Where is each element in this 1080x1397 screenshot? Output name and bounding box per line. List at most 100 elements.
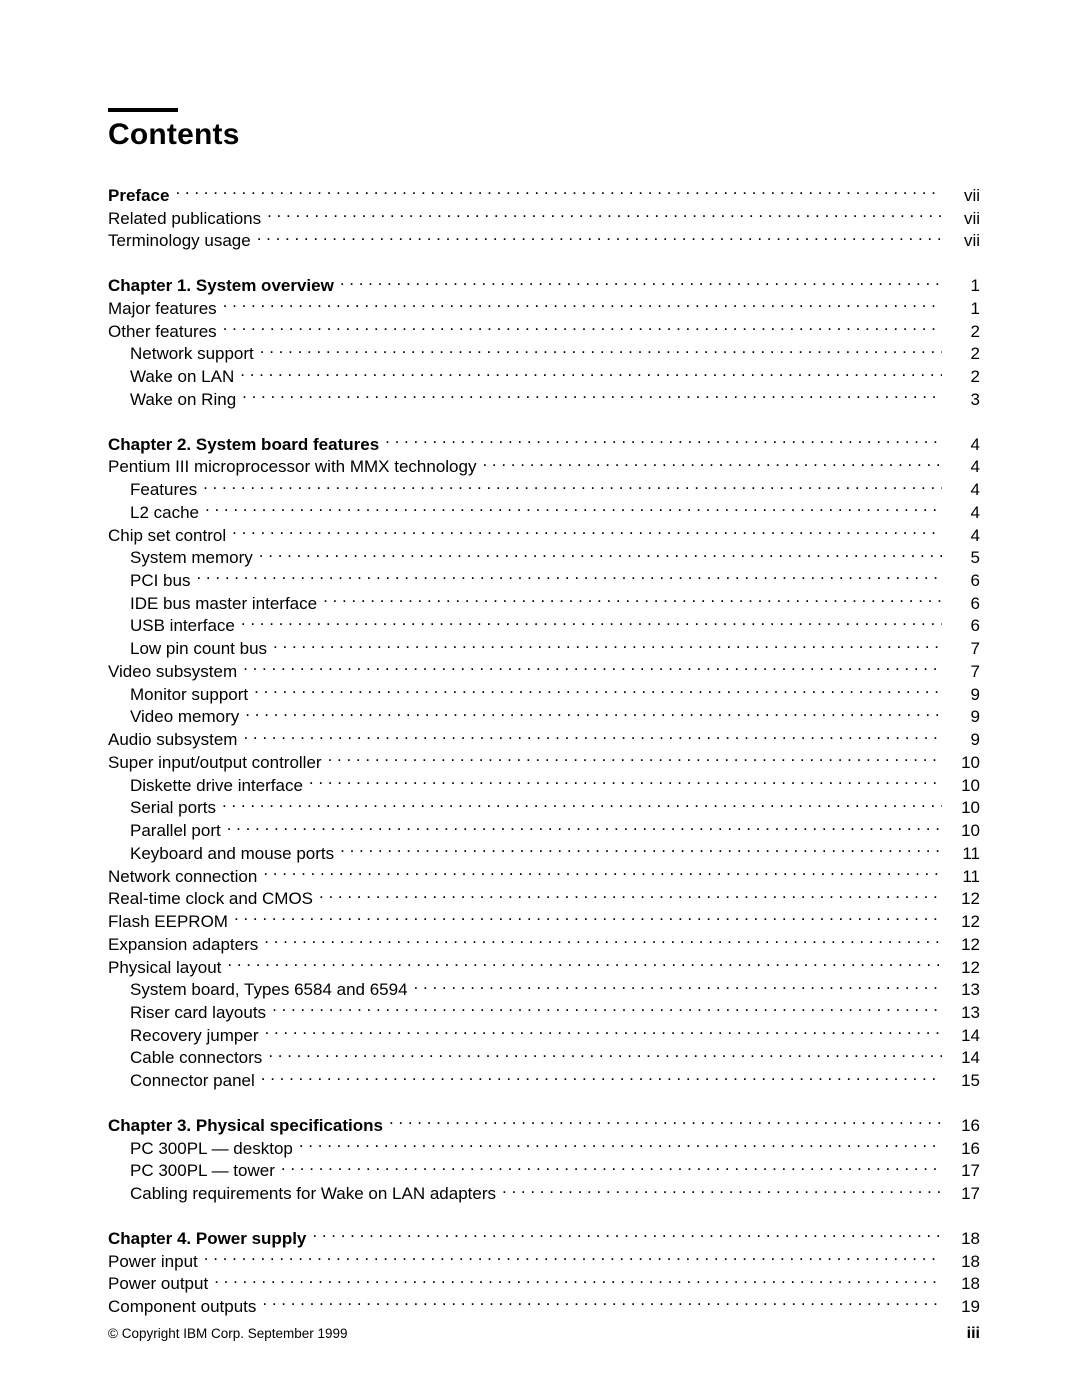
toc-entry-page: 7 <box>942 639 980 660</box>
toc-row: PC 300PL — desktop16 <box>108 1137 980 1160</box>
toc-entry-page: 19 <box>942 1297 980 1318</box>
toc-leader <box>234 910 942 927</box>
toc-row: Network support2 <box>108 342 980 365</box>
toc-row: Physical layout 12 <box>108 956 980 979</box>
toc-entry-label: Component outputs <box>108 1297 262 1318</box>
toc-leader <box>340 274 942 291</box>
toc-leader <box>328 751 942 768</box>
toc-entry-page: 11 <box>942 844 980 865</box>
toc-row: Chip set control 4 <box>108 524 980 547</box>
toc-row: Flash EEPROM12 <box>108 910 980 933</box>
toc-entry-page: 15 <box>942 1071 980 1092</box>
toc-entry-page: 18 <box>942 1229 980 1250</box>
toc-leader <box>243 728 942 745</box>
toc-entry-label: Preface <box>108 186 175 207</box>
toc-entry-label: Pentium III microprocessor with MMX tech… <box>108 457 482 478</box>
toc-leader <box>389 1114 942 1131</box>
toc-entry-label: L2 cache <box>108 503 205 524</box>
toc-leader <box>299 1137 942 1154</box>
toc-entry-label: Features <box>108 480 203 501</box>
toc-entry-page: 4 <box>942 526 980 547</box>
toc-entry-label: Other features <box>108 322 223 343</box>
toc-entry-page: 12 <box>942 935 980 956</box>
toc-entry-page: 2 <box>942 367 980 388</box>
toc-leader <box>227 956 942 973</box>
toc-entry-label: Chip set control <box>108 526 232 547</box>
toc-entry-page: 16 <box>942 1139 980 1160</box>
toc-entry-label: Audio subsystem <box>108 730 243 751</box>
toc-row: Power output18 <box>108 1272 980 1295</box>
toc-section: Chapter 2. System board features 4 Pentium… <box>108 433 980 1092</box>
toc-row: Network connection11 <box>108 865 980 888</box>
toc-leader <box>502 1182 942 1199</box>
toc-section: Chapter 3. Physical specifications16PC 3… <box>108 1114 980 1205</box>
toc-row: PC 300PL — tower17 <box>108 1159 980 1182</box>
toc-leader <box>309 774 942 791</box>
toc-entry-label: Major features <box>108 299 223 320</box>
toc-leader <box>227 819 942 836</box>
toc-row: Wake on Ring 3 <box>108 388 980 411</box>
toc-row: Monitor support9 <box>108 683 980 706</box>
toc-entry-label: Keyboard and mouse ports <box>108 844 340 865</box>
toc-entry-page: 12 <box>942 889 980 910</box>
toc-leader <box>263 865 942 882</box>
toc-entry-label: Related publications <box>108 209 267 230</box>
toc-entry-label: Physical layout <box>108 958 227 979</box>
toc-section: Preface vii Related publications vii Termino… <box>108 184 980 252</box>
toc-entry-page: 6 <box>942 616 980 637</box>
toc-leader <box>240 365 942 382</box>
toc-row: Wake on LAN2 <box>108 365 980 388</box>
toc-leader <box>264 933 942 950</box>
toc-entry-page: vii <box>942 209 980 230</box>
toc-row: Other features 2 <box>108 320 980 343</box>
toc-entry-page: 14 <box>942 1048 980 1069</box>
toc-leader <box>232 524 942 541</box>
toc-entry-page: 12 <box>942 912 980 933</box>
toc-entry-label: Chapter 2. System board features <box>108 435 385 456</box>
toc-entry-page: vii <box>942 186 980 207</box>
page: Contents Preface vii Related publications v… <box>0 0 1080 1397</box>
toc-row: Super input/output controller10 <box>108 751 980 774</box>
toc-entry-label: Chapter 1. System overview <box>108 276 340 297</box>
toc-entry-label: Parallel port <box>108 821 227 842</box>
toc-entry-label: Low pin count bus <box>108 639 273 660</box>
page-title: Contents <box>108 118 980 152</box>
toc-row: Connector panel15 <box>108 1069 980 1092</box>
toc-entry-label: Wake on Ring <box>108 390 242 411</box>
toc-leader <box>312 1227 942 1244</box>
toc-leader <box>257 229 942 246</box>
toc-row: Expansion adapters12 <box>108 933 980 956</box>
toc-entry-page: 10 <box>942 776 980 797</box>
toc-entry-label: USB interface <box>108 616 241 637</box>
title-rule <box>108 108 178 112</box>
toc-entry-page: 3 <box>942 390 980 411</box>
toc-leader <box>223 320 942 337</box>
toc-entry-page: 1 <box>942 276 980 297</box>
footer-copyright: © Copyright IBM Corp. September 1999 <box>108 1326 348 1341</box>
toc-entry-page: 10 <box>942 753 980 774</box>
toc-entry-page: 2 <box>942 344 980 365</box>
toc-entry-label: PCI bus <box>108 571 196 592</box>
toc-leader <box>175 184 942 201</box>
toc-entry-page: 14 <box>942 1026 980 1047</box>
toc-leader <box>196 569 942 586</box>
toc-entry-label: Network connection <box>108 867 263 888</box>
toc-row: L2 cache4 <box>108 501 980 524</box>
toc-entry-page: 2 <box>942 322 980 343</box>
toc-leader <box>222 796 942 813</box>
toc-entry-label: PC 300PL — tower <box>108 1161 281 1182</box>
toc-entry-page: 10 <box>942 798 980 819</box>
toc-row: Keyboard and mouse ports 11 <box>108 842 980 865</box>
toc-entry-label: Terminology usage <box>108 231 257 252</box>
toc-entry-label: Cabling requirements for Wake on LAN ada… <box>108 1184 502 1205</box>
toc-row: Parallel port10 <box>108 819 980 842</box>
toc-entry-label: Video subsystem <box>108 662 243 683</box>
toc-leader <box>319 887 942 904</box>
toc-entry-label: Recovery jumper <box>108 1026 265 1047</box>
toc-row: Serial ports10 <box>108 796 980 819</box>
toc-entry-page: 12 <box>942 958 980 979</box>
toc-row: System memory5 <box>108 546 980 569</box>
toc-entry-page: 6 <box>942 594 980 615</box>
toc-entry-label: System board, Types 6584 and 6594 <box>108 980 414 1001</box>
toc-entry-page: 9 <box>942 707 980 728</box>
